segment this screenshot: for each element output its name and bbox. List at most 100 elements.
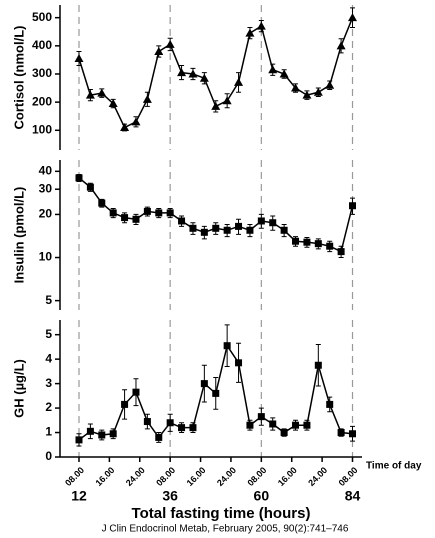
time-tick-label: 08.00 xyxy=(337,465,360,488)
y-tick-label: 2 xyxy=(45,400,52,414)
y-tick-label: 5 xyxy=(45,327,52,341)
data-point xyxy=(200,380,208,388)
data-point xyxy=(303,238,311,246)
data-point xyxy=(336,41,346,50)
data-point xyxy=(189,224,197,232)
y-axis-label: GH (µg/L) xyxy=(11,359,26,418)
y-tick-label: 200 xyxy=(32,94,52,108)
data-point xyxy=(303,421,311,429)
data-point xyxy=(166,419,174,427)
data-point xyxy=(178,424,186,432)
data-point xyxy=(155,433,163,441)
data-point xyxy=(222,96,232,105)
y-tick-label: 20 xyxy=(39,207,53,221)
data-point xyxy=(165,39,175,48)
data-point xyxy=(257,217,265,225)
data-point xyxy=(121,400,129,408)
data-point xyxy=(326,400,334,408)
data-point xyxy=(98,431,106,439)
data-point xyxy=(98,199,106,207)
y-tick-label: 300 xyxy=(32,66,52,80)
data-point xyxy=(86,183,94,191)
data-point xyxy=(109,209,117,217)
time-axis-label: Time of day xyxy=(366,461,422,472)
data-point xyxy=(313,87,323,96)
y-tick-label: 30 xyxy=(39,181,53,195)
data-point xyxy=(108,99,118,108)
data-point xyxy=(155,209,163,217)
data-line xyxy=(78,177,354,253)
data-point xyxy=(143,207,151,215)
data-point xyxy=(177,68,187,77)
data-point xyxy=(166,209,174,217)
data-point xyxy=(143,418,151,426)
data-point xyxy=(302,90,312,99)
y-tick-label: 100 xyxy=(32,122,52,136)
time-tick-label: 24.00 xyxy=(215,465,238,488)
time-tick-label: 16.00 xyxy=(93,465,116,488)
data-point xyxy=(256,21,266,30)
x-tick-label: 36 xyxy=(162,488,178,504)
data-point xyxy=(245,28,255,37)
data-point xyxy=(178,217,186,225)
y-tick-label: 0 xyxy=(45,449,52,463)
data-point xyxy=(109,430,117,438)
data-point xyxy=(121,214,129,222)
x-axis-label: Total fasting time (hours) xyxy=(132,505,311,522)
data-point xyxy=(154,46,164,55)
data-point xyxy=(132,215,140,223)
data-point xyxy=(211,101,221,110)
time-tick-label: 24.00 xyxy=(124,465,147,488)
data-point xyxy=(200,228,208,236)
x-tick-label: 60 xyxy=(254,488,270,504)
data-point xyxy=(257,413,265,421)
data-point xyxy=(268,65,278,74)
y-tick-label: 3 xyxy=(45,376,52,390)
data-point xyxy=(337,248,345,256)
y-axis-label: Cortisol (nmol/L) xyxy=(11,26,26,130)
y-tick-label: 10 xyxy=(39,250,53,264)
data-point xyxy=(314,240,322,248)
y-tick-label: 500 xyxy=(32,10,52,24)
y-tick-label: 1 xyxy=(45,425,52,439)
data-point xyxy=(269,219,277,227)
time-tick-label: 24.00 xyxy=(306,465,329,488)
citation: J Clin Endocrinol Metab, February 2005, … xyxy=(102,524,349,535)
time-tick-label: 08.00 xyxy=(245,465,268,488)
data-point xyxy=(279,69,289,78)
time-tick-label: 08.00 xyxy=(154,465,177,488)
data-point xyxy=(314,361,322,369)
data-point xyxy=(235,359,243,367)
y-tick-label: 4 xyxy=(45,351,52,365)
data-point xyxy=(337,429,345,437)
data-point xyxy=(292,237,300,245)
data-point xyxy=(86,427,94,435)
data-point xyxy=(235,222,243,230)
time-tick-label: 16.00 xyxy=(276,465,299,488)
x-tick-label: 12 xyxy=(71,488,87,504)
data-point xyxy=(189,424,197,432)
y-tick-label: 5 xyxy=(45,293,52,307)
time-tick-label: 08.00 xyxy=(63,465,86,488)
data-point xyxy=(292,421,300,429)
data-point xyxy=(75,174,83,182)
data-point xyxy=(280,226,288,234)
data-point xyxy=(97,88,107,97)
data-point xyxy=(74,53,84,62)
data-point xyxy=(142,94,152,103)
data-point xyxy=(223,226,231,234)
data-point xyxy=(188,69,198,78)
x-tick-label: 84 xyxy=(345,488,361,504)
data-point xyxy=(131,117,141,126)
data-point xyxy=(199,73,209,82)
data-point xyxy=(349,202,357,210)
y-tick-label: 400 xyxy=(32,38,52,52)
data-point xyxy=(291,83,301,92)
data-point xyxy=(120,122,130,131)
time-tick-label: 16.00 xyxy=(185,465,208,488)
data-point xyxy=(269,420,277,428)
y-axis-label: Insulin (pmol/L) xyxy=(11,187,26,284)
data-point xyxy=(246,226,254,234)
data-point xyxy=(349,430,357,438)
